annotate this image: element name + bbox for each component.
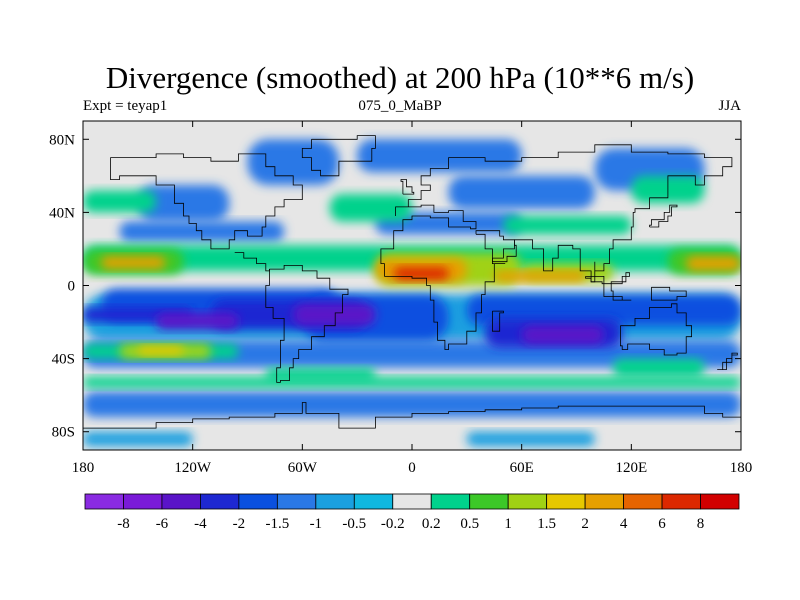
colorbar-swatch (315, 493, 355, 510)
axes: 180 120W 60W 0 60E 120E 180 80N 40N 0 40S 80S (49, 121, 752, 476)
colorbar-label: 4 (620, 516, 628, 532)
coast-antarctica (83, 402, 741, 429)
colorbar-label: -2 (233, 516, 246, 532)
x-tick-label: 120W (174, 460, 212, 476)
x-tick-label: 180 (72, 460, 95, 476)
coast-arabia (475, 230, 517, 263)
x-tick-label: 0 (408, 460, 416, 476)
field-blob-s-ring (83, 376, 741, 388)
colorbar-swatch (238, 493, 278, 510)
field-blob-asia-green (503, 216, 632, 235)
coast-uk (400, 179, 415, 195)
colorbar-label: 6 (658, 516, 666, 532)
colorbar-label: -6 (156, 516, 169, 532)
colorbar-label: -4 (194, 516, 207, 532)
x-tick-label: 180 (730, 460, 753, 476)
field-blob-aus-green (613, 358, 705, 377)
colorbar-swatch (546, 493, 586, 510)
field-blob-antarctic-w (83, 431, 193, 447)
y-tick-label: 80N (49, 132, 75, 148)
field-blob-deep-a (156, 312, 239, 330)
y-tick-label: 40S (52, 352, 75, 368)
colorbar-swatch (584, 493, 624, 510)
field-blob-arctic-w (247, 139, 339, 185)
x-tick-label: 120E (615, 460, 647, 476)
coast-north-america (110, 153, 303, 250)
colorbar-label: -8 (117, 516, 130, 532)
colorbar-swatch (469, 493, 509, 510)
x-tick-label: 60W (288, 460, 318, 476)
colorbar-label: 2 (581, 516, 589, 532)
y-tick-label: 80S (52, 425, 75, 441)
coast-africa-eurasia (380, 144, 733, 350)
field-blob-wpac-orange (686, 256, 741, 271)
field-blob-deep-c (521, 325, 604, 344)
coast-japan (649, 204, 678, 228)
coast-new-guinea (651, 286, 687, 301)
field-blob-antarctic-e (466, 431, 595, 447)
field-blob-n-atl-green (329, 194, 412, 222)
experiment-label: Expt = teyap1 (83, 98, 168, 114)
field-blob-africa-red (393, 267, 449, 281)
colorbar-label: -1.5 (265, 516, 289, 532)
coast-central-america (234, 252, 270, 272)
y-tick-label: 0 (68, 279, 76, 295)
divergence-field (83, 139, 741, 447)
field-blob-s-amber (137, 345, 184, 355)
field-blob-belt-e (466, 294, 741, 326)
coastlines (83, 135, 741, 429)
field-blob-ind-orange (494, 270, 586, 282)
colorbar-swatch (84, 493, 124, 510)
colorbar-label: 1 (504, 516, 512, 532)
colorbar-swatch (200, 493, 240, 510)
coast-madagascar (492, 310, 504, 332)
colorbar-label: 8 (697, 516, 705, 532)
chart-title: Divergence (smoothed) at 200 hPa (10**6 … (105, 60, 695, 95)
colorbar-swatch (507, 493, 548, 510)
colorbar-swatch (161, 493, 201, 510)
coast-greenland (301, 135, 376, 177)
coast-indonesia (585, 272, 632, 301)
colorbar-label: -1 (310, 516, 323, 532)
colorbar-label: 0.5 (460, 516, 479, 532)
colorbar: -8 -6 -4 -2 -1.5 -1 -0.5 -0.2 0.2 0.5 1 1.5 2 4 6 8 (84, 493, 740, 532)
y-tick-label: 40N (49, 205, 75, 221)
period-label: 075_0_MaBP (358, 98, 442, 114)
colorbar-swatch (623, 493, 663, 510)
coast-australia (620, 303, 692, 356)
colorbar-label: 0.2 (422, 516, 441, 532)
field-blob-asia-n (448, 175, 595, 209)
colorbar-label: -0.5 (342, 516, 366, 532)
colorbar-swatch (392, 493, 432, 510)
colorbar-label: 1.5 (537, 516, 556, 532)
colorbar-swatch (700, 493, 740, 510)
x-tick-label: 60E (510, 460, 534, 476)
colorbar-swatch (661, 493, 701, 510)
coast-south-america (265, 265, 349, 383)
season-label: JJA (718, 98, 741, 114)
coast-new-zealand (717, 352, 738, 370)
colorbar-label: -0.2 (381, 516, 405, 532)
colorbar-swatch (353, 493, 394, 510)
field-blob-arctic-e (357, 139, 522, 173)
field-blob-n-pac-green (83, 190, 157, 213)
field-blob-deep-b (293, 303, 376, 326)
field-blob-cpac-orange (101, 256, 166, 270)
colorbar-swatch (123, 493, 163, 510)
colorbar-swatch (430, 493, 471, 510)
field-blob-s-polar (83, 391, 741, 418)
colorbar-swatch (276, 493, 317, 510)
